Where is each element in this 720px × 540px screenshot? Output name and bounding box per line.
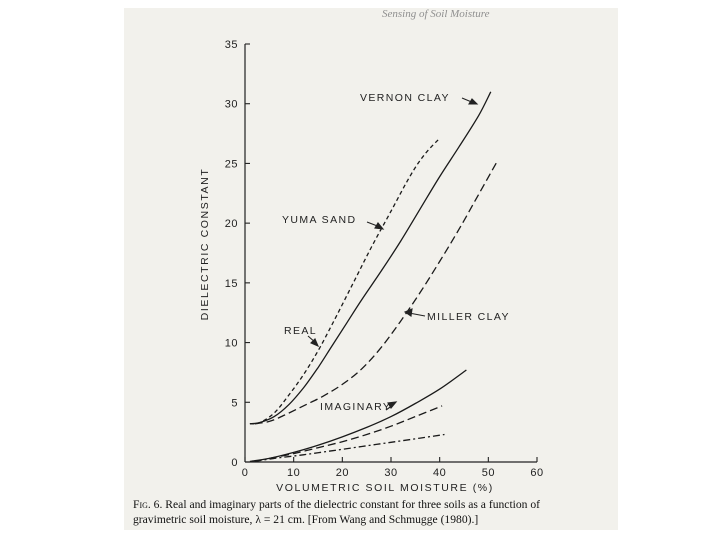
axes <box>244 43 538 463</box>
y-tick-label: 0 <box>231 457 238 469</box>
y-tick-label: 15 <box>225 278 238 290</box>
y-tick-label: 10 <box>225 338 238 350</box>
arrowhead-vernon-clay <box>468 98 479 105</box>
caption-text-1: Real and imaginary parts of the dielectr… <box>165 498 541 511</box>
caption-line-1: Fig. 6. Real and imaginary parts of the … <box>133 497 613 512</box>
caption-text-2: gravimetric soil moisture, λ = 21 cm. [F… <box>133 513 479 526</box>
x-tick-label: 0 <box>242 467 249 479</box>
annotation-miller-clay: MILLER CLAY <box>427 311 510 323</box>
x-tick-label: 60 <box>530 467 543 479</box>
scanned-page <box>124 8 618 530</box>
x-tick-label: 10 <box>287 467 300 479</box>
x-tick-label: 40 <box>433 467 446 479</box>
arrowhead-yuma-sand <box>374 222 385 230</box>
x-tick-label: 20 <box>336 467 349 479</box>
annotation-vernon-clay: VERNON CLAY <box>360 92 450 104</box>
series-yuma_real <box>249 137 441 425</box>
arrowhead-real <box>310 338 320 348</box>
series-miller_real <box>254 159 499 425</box>
x-tick-label: 50 <box>482 467 495 479</box>
arrowhead-miller-clay <box>403 308 413 317</box>
curves <box>249 91 499 463</box>
annotation-real: REAL <box>284 325 317 337</box>
series-yuma_imag <box>254 433 445 463</box>
x-axis-title: VOLUMETRIC SOIL MOISTURE (%) <box>276 482 494 494</box>
series-miller_imag <box>269 405 443 460</box>
annotation-arrows <box>307 97 479 411</box>
labels: 0 5 10 15 20 25 30 35 0 10 20 30 40 50 60 <box>225 39 543 479</box>
y-tick-label: 25 <box>225 158 238 170</box>
y-axis-title: DIELECTRIC CONSTANT <box>199 168 211 321</box>
caption-figure-label: Fig. 6. <box>133 498 163 511</box>
caption-line-2: gravimetric soil moisture, λ = 21 cm. [F… <box>133 512 613 527</box>
arrowhead-imaginary <box>387 401 398 409</box>
y-tick-label: 5 <box>231 397 238 409</box>
running-head: Sensing of Soil Moisture <box>382 8 490 20</box>
x-tick-label: 30 <box>384 467 397 479</box>
figure-caption: Fig. 6. Real and imaginary parts of the … <box>133 497 613 527</box>
annotation-yuma-sand: YUMA SAND <box>282 214 356 226</box>
y-tick-label: 30 <box>225 99 238 111</box>
y-tick-label: 35 <box>225 39 238 51</box>
y-tick-label: 20 <box>225 218 238 230</box>
annotation-imaginary: IMAGINARY <box>320 401 391 413</box>
series-vernon_real <box>249 91 492 425</box>
